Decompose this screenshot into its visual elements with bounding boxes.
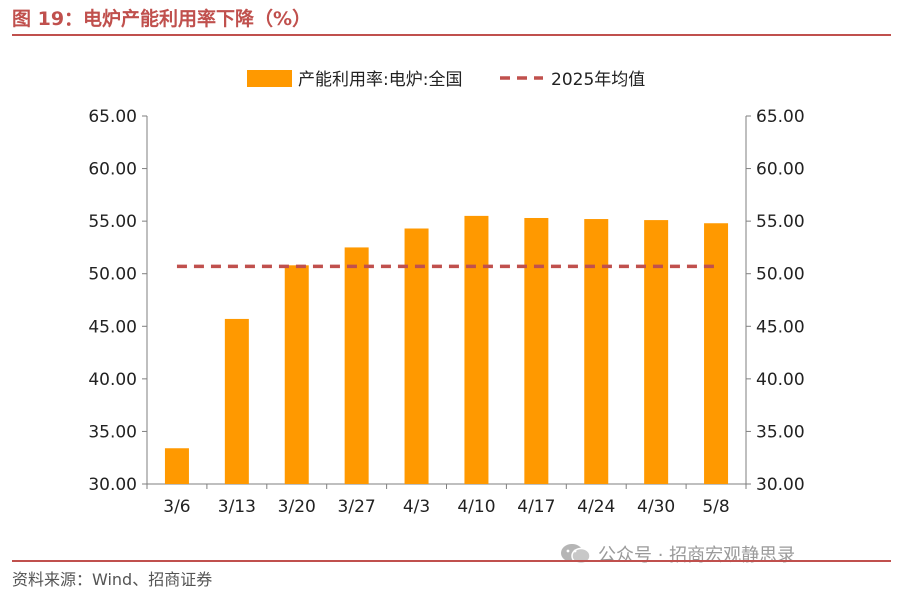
x-tick-label: 3/27 xyxy=(338,497,376,517)
legend-swatch-bar xyxy=(247,70,292,87)
x-tick-label: 5/8 xyxy=(702,497,729,517)
title-rule xyxy=(12,34,891,36)
x-tick-label: 4/24 xyxy=(577,497,615,517)
bar xyxy=(464,215,489,484)
x-tick-label: 3/6 xyxy=(163,497,190,517)
bar xyxy=(584,219,609,485)
y-tick-label-left: 40.00 xyxy=(88,370,137,390)
x-tick-label: 4/3 xyxy=(403,497,430,517)
y-tick-label-right: 65.00 xyxy=(756,107,805,127)
y-tick-label-right: 30.00 xyxy=(756,475,805,495)
legend-label-line: 2025年均值 xyxy=(551,70,645,90)
source-note: 资料来源：Wind、招商证券 xyxy=(12,570,213,589)
y-tick-label-left: 60.00 xyxy=(88,160,137,180)
y-tick-label-left: 50.00 xyxy=(88,265,137,285)
legend-label-bar: 产能利用率:电炉:全国 xyxy=(298,70,462,90)
bar xyxy=(704,223,729,484)
wechat-icon xyxy=(560,543,592,565)
y-tick-label-right: 50.00 xyxy=(756,265,805,285)
bar xyxy=(344,247,369,484)
y-tick-label-right: 55.00 xyxy=(756,212,805,232)
chart: 30.00 35.00 40.00 45.00 50.00 55.00 60.00 65.00… xyxy=(88,70,805,517)
y-tick-label-right: 40.00 xyxy=(756,370,805,390)
bar xyxy=(524,217,549,484)
y-tick-label-right: 60.00 xyxy=(756,160,805,180)
x-tick-label: 4/17 xyxy=(517,497,555,517)
watermark: 公众号 · 招商宏观静思录 xyxy=(560,541,795,567)
y-tick-label-left: 45.00 xyxy=(88,317,137,337)
bar xyxy=(404,228,429,484)
y-tick-label-left: 65.00 xyxy=(88,107,137,127)
watermark-text: 公众号 · 招商宏观静思录 xyxy=(598,545,796,566)
y-tick-label-left: 30.00 xyxy=(88,475,137,495)
figure-title: 图 19：电炉产能利用率下降（%） xyxy=(12,8,312,30)
bar xyxy=(224,318,249,484)
y-tick-label-left: 55.00 xyxy=(88,212,137,232)
source-rule xyxy=(12,560,891,562)
y-tick-label-right: 45.00 xyxy=(756,317,805,337)
x-tick-label: 3/13 xyxy=(218,497,256,517)
bar xyxy=(644,220,669,484)
y-tick-label-right: 35.00 xyxy=(756,422,805,442)
bar xyxy=(164,448,189,484)
x-tick-label: 3/20 xyxy=(278,497,316,517)
bar xyxy=(284,265,309,484)
x-tick-label: 4/10 xyxy=(457,497,495,517)
y-tick-label-left: 35.00 xyxy=(88,422,137,442)
x-tick-label: 4/30 xyxy=(637,497,675,517)
